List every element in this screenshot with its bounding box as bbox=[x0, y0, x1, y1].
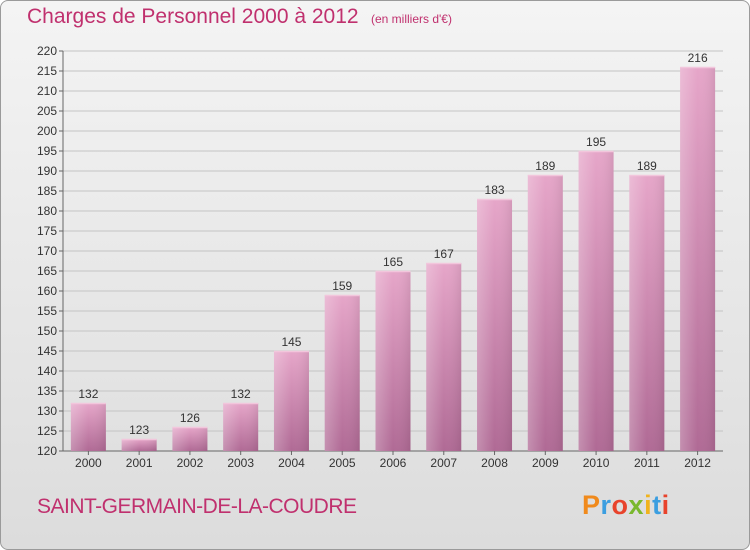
chart-title: Charges de Personnel 2000 à 2012 bbox=[27, 5, 359, 28]
y-tick-label: 205 bbox=[37, 104, 57, 118]
bar-shade-2007 bbox=[426, 263, 462, 451]
y-tick-label: 135 bbox=[37, 384, 57, 398]
bar-shade-2011 bbox=[629, 175, 665, 451]
bar-shade-2003 bbox=[223, 403, 259, 451]
unit-note: (en milliers d'€) bbox=[371, 12, 452, 26]
bar-shade-2002 bbox=[172, 427, 208, 451]
data-label: 159 bbox=[332, 279, 352, 293]
logo-letter: r bbox=[600, 490, 612, 520]
bar-shade-2009 bbox=[527, 175, 563, 451]
y-tick-label: 210 bbox=[37, 84, 57, 98]
y-tick-label: 185 bbox=[37, 184, 57, 198]
logo-letter: t bbox=[652, 490, 662, 520]
data-label: 167 bbox=[434, 247, 454, 261]
logo-letter: x bbox=[628, 490, 645, 520]
y-tick-label: 160 bbox=[37, 284, 57, 298]
bar-shade-2008 bbox=[477, 199, 513, 451]
x-axis-ticks: 2000 2001 2002 2003 2004 2005 2006 2007 2008 2009… bbox=[75, 451, 711, 470]
y-tick-label: 165 bbox=[37, 264, 57, 278]
logo-letter: P bbox=[582, 490, 601, 520]
data-label: 189 bbox=[637, 159, 657, 173]
x-tick-label: 2011 bbox=[634, 456, 660, 470]
logo-letter: i bbox=[661, 490, 670, 520]
y-tick-label: 125 bbox=[37, 424, 57, 438]
y-tick-label: 150 bbox=[37, 324, 57, 338]
logo-letter: o bbox=[611, 490, 629, 520]
x-tick-label: 2001 bbox=[126, 456, 153, 470]
x-tick-label: 2003 bbox=[227, 456, 254, 470]
data-label: 216 bbox=[688, 51, 708, 65]
bar-shade-2000 bbox=[70, 403, 106, 451]
x-tick-label: 2005 bbox=[329, 456, 356, 470]
y-tick-label: 190 bbox=[37, 164, 57, 178]
y-tick-label: 120 bbox=[37, 444, 57, 458]
x-tick-label: 2009 bbox=[532, 456, 559, 470]
data-label: 126 bbox=[180, 411, 200, 425]
bars: 132 123 126 132 145 159 165 167 183 189 195 189 216 bbox=[70, 51, 716, 451]
x-tick-label: 2000 bbox=[75, 456, 102, 470]
data-label: 132 bbox=[231, 387, 251, 401]
y-tick-label: 140 bbox=[37, 364, 57, 378]
commune-name: SAINT-GERMAIN-DE-LA-COUDRE bbox=[37, 495, 357, 518]
data-label: 123 bbox=[129, 423, 149, 437]
data-label: 183 bbox=[485, 183, 505, 197]
proxiti-logo: Proxiti bbox=[582, 490, 670, 521]
x-tick-label: 2002 bbox=[177, 456, 204, 470]
bar-shade-2010 bbox=[578, 151, 614, 451]
y-tick-label: 175 bbox=[37, 224, 57, 238]
y-tick-label: 220 bbox=[37, 44, 57, 58]
y-tick-label: 155 bbox=[37, 304, 57, 318]
bar-shade-2006 bbox=[375, 271, 411, 451]
x-tick-label: 2012 bbox=[684, 456, 711, 470]
logo-letter: i bbox=[644, 490, 653, 520]
y-tick-label: 130 bbox=[37, 404, 57, 418]
data-label: 189 bbox=[535, 159, 555, 173]
x-tick-label: 2008 bbox=[481, 456, 508, 470]
y-tick-label: 215 bbox=[37, 64, 57, 78]
bar-shade-2001 bbox=[121, 439, 157, 451]
x-tick-label: 2010 bbox=[583, 456, 610, 470]
data-label: 195 bbox=[586, 135, 606, 149]
data-label: 165 bbox=[383, 255, 403, 269]
data-label: 145 bbox=[281, 335, 301, 349]
data-label: 132 bbox=[78, 387, 98, 401]
bar-shade-2005 bbox=[324, 295, 360, 451]
bar-shade-2004 bbox=[273, 351, 309, 451]
y-tick-label: 145 bbox=[37, 344, 57, 358]
x-tick-label: 2007 bbox=[430, 456, 457, 470]
y-tick-label: 200 bbox=[37, 124, 57, 138]
x-tick-label: 2004 bbox=[278, 456, 305, 470]
x-tick-label: 2006 bbox=[380, 456, 407, 470]
y-tick-label: 195 bbox=[37, 144, 57, 158]
y-tick-label: 180 bbox=[37, 204, 57, 218]
bar-shade-2012 bbox=[680, 67, 716, 451]
y-tick-label: 170 bbox=[37, 244, 57, 258]
